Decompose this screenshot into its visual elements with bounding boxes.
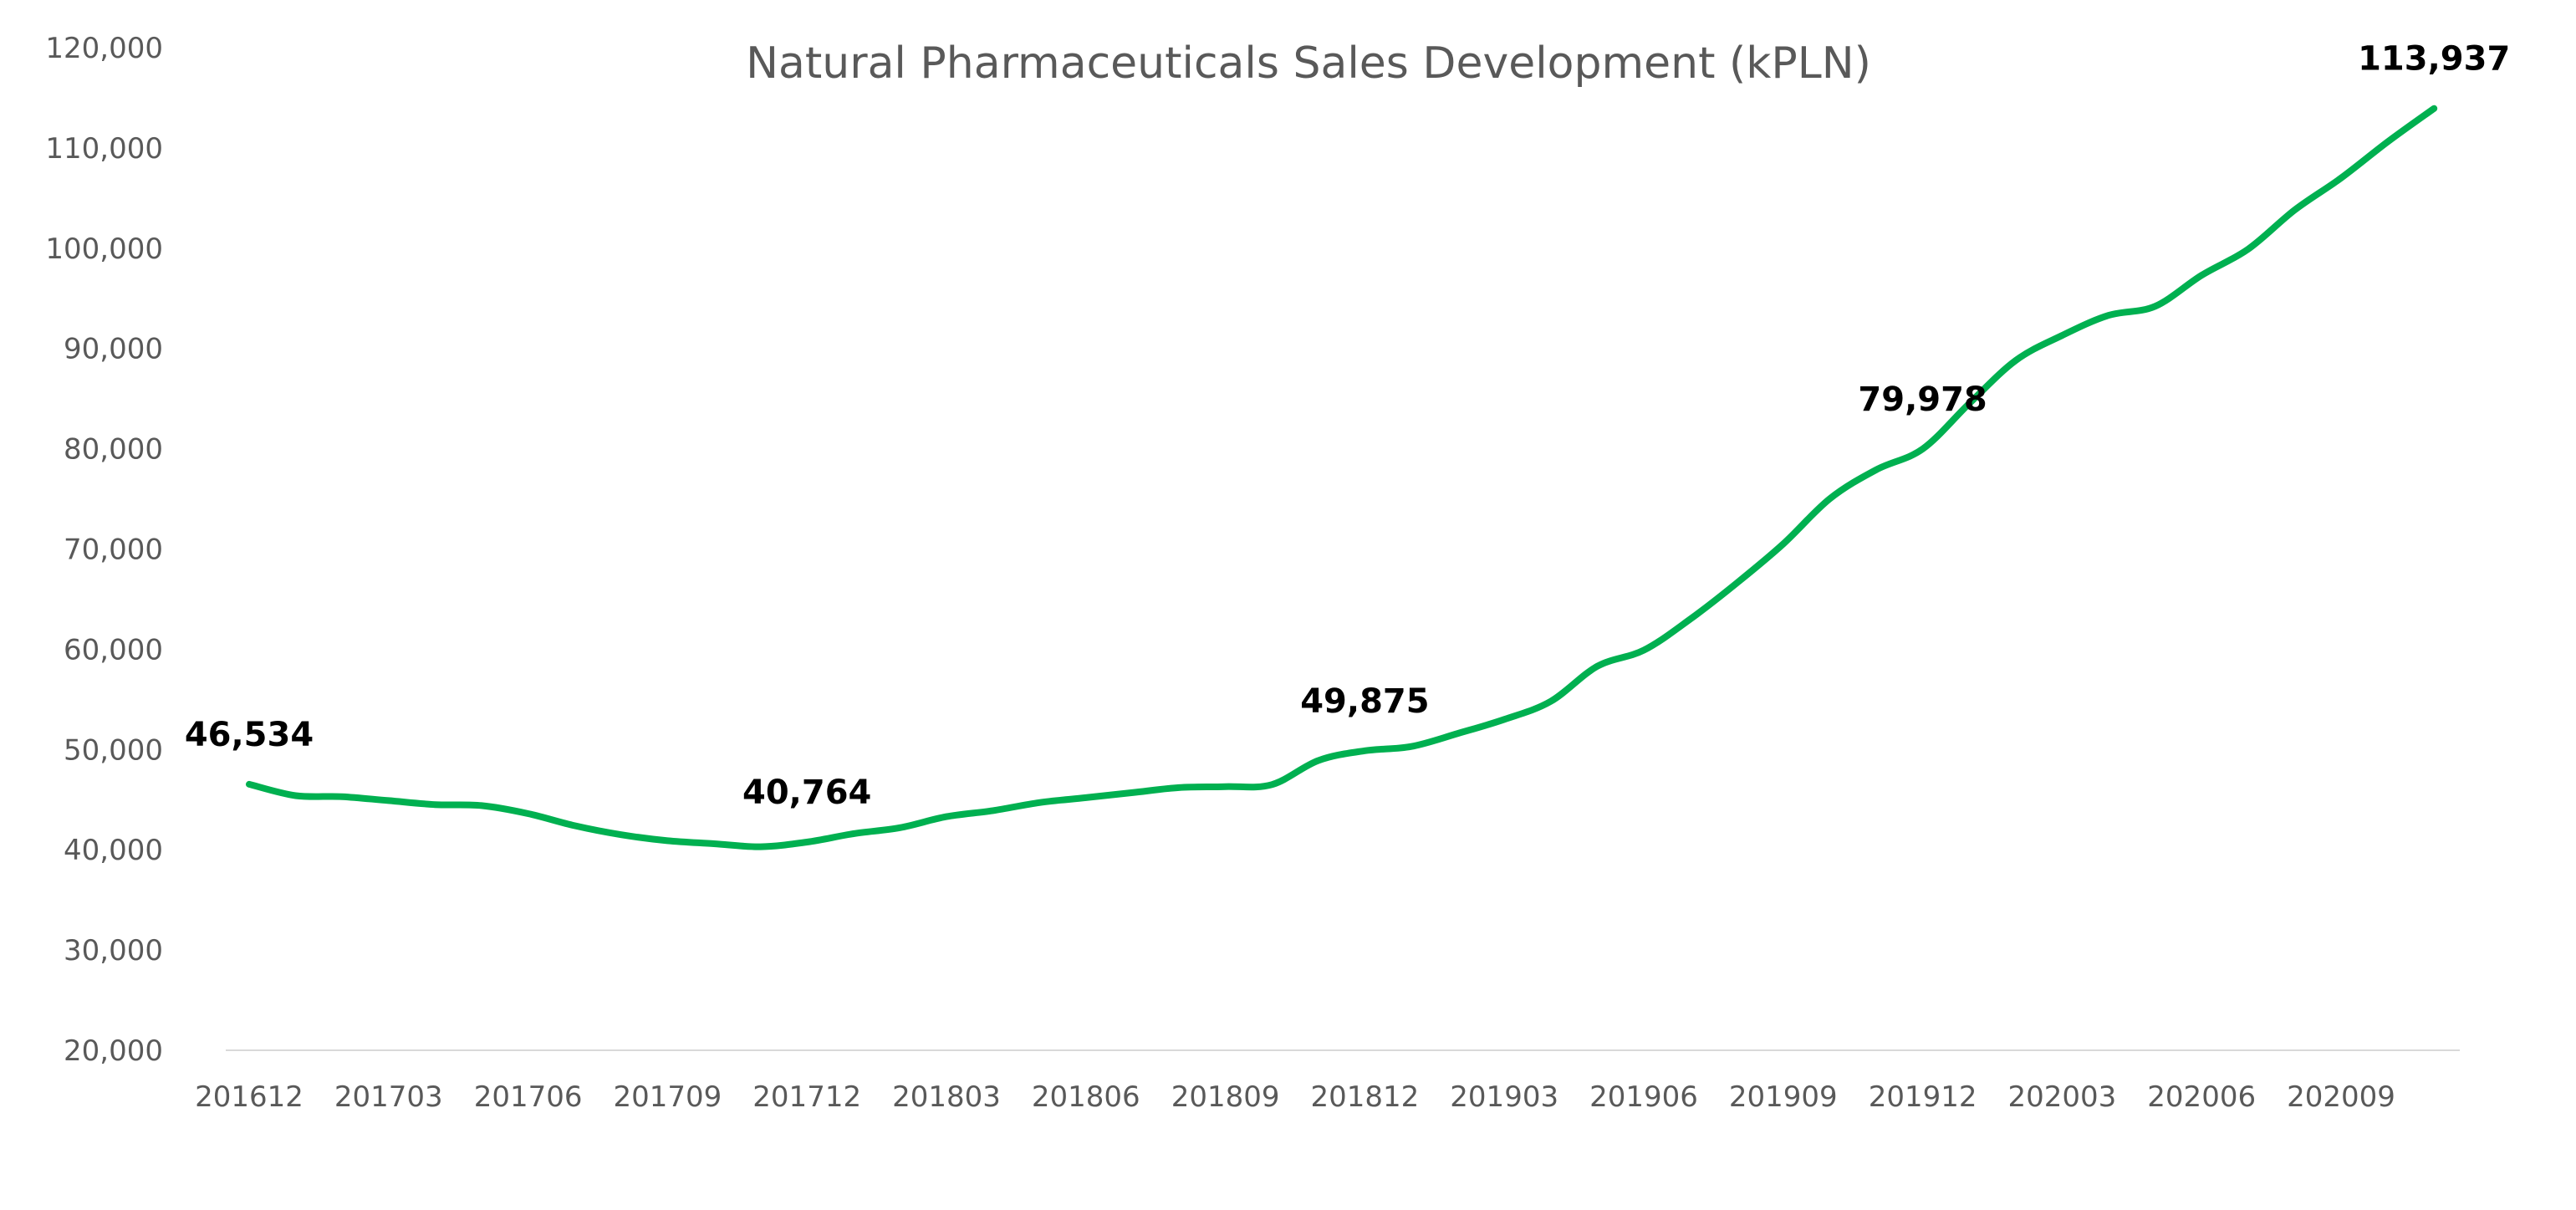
y-tick-label: 20,000	[64, 1034, 163, 1068]
data-point	[1222, 784, 1229, 790]
data-point	[339, 794, 345, 800]
data-point	[1315, 758, 1322, 764]
x-tick-label: 202003	[2008, 1080, 2117, 1114]
data-point	[293, 793, 299, 799]
data-point	[2431, 105, 2437, 112]
x-tick-label: 201812	[1311, 1080, 1420, 1114]
data-point	[1826, 496, 1833, 503]
data-point	[803, 839, 810, 845]
data-point	[1780, 541, 1787, 548]
data-point	[1548, 698, 1554, 705]
y-tick-label: 90,000	[64, 333, 163, 366]
data-points	[246, 105, 2437, 850]
data-point	[478, 802, 485, 809]
x-tick-label: 201703	[334, 1080, 443, 1114]
data-point	[1268, 781, 1275, 788]
x-axis: 201612 201703 201706 201709 201712 201803 2018…	[195, 1080, 2395, 1114]
data-label: 40,764	[742, 773, 871, 812]
x-tick-label: 201806	[1032, 1080, 1140, 1114]
data-point	[1687, 615, 1694, 622]
y-tick-label: 100,000	[45, 232, 163, 266]
x-tick-label: 201706	[474, 1080, 583, 1114]
data-point	[1361, 748, 1368, 754]
data-point	[1594, 663, 1600, 670]
data-point	[2152, 303, 2159, 309]
y-tick-label: 110,000	[45, 132, 163, 166]
data-point	[850, 830, 857, 837]
data-point	[1455, 730, 1461, 737]
data-point	[711, 840, 717, 847]
data-point	[1873, 467, 1880, 473]
data-point	[385, 797, 392, 804]
data-point	[1176, 784, 1182, 791]
data-label: 49,875	[1300, 682, 1429, 721]
data-point	[618, 831, 625, 838]
y-tick-label: 50,000	[64, 733, 163, 767]
data-point	[2058, 332, 2065, 339]
data-point	[2385, 139, 2391, 146]
y-tick-label: 70,000	[64, 534, 163, 567]
x-tick-label: 201712	[752, 1080, 861, 1114]
data-point	[1129, 789, 1135, 796]
data-point	[2338, 175, 2344, 181]
data-point	[2291, 207, 2298, 213]
data-point	[896, 825, 903, 831]
y-axis: 20,000 30,000 40,000 50,000 60,000 70,000 80,0…	[45, 32, 163, 1068]
x-tick-label: 201709	[614, 1080, 722, 1114]
data-label: 113,937	[2358, 40, 2510, 79]
data-point	[1501, 716, 1507, 722]
x-tick-label: 201809	[1171, 1080, 1280, 1114]
x-tick-label: 201903	[1450, 1080, 1558, 1114]
data-point	[2105, 312, 2112, 319]
data-point	[757, 844, 764, 850]
data-point	[1640, 647, 1647, 654]
y-tick-label: 120,000	[45, 32, 163, 65]
data-point	[990, 807, 997, 814]
data-point	[571, 822, 578, 829]
x-tick-label: 201803	[892, 1080, 1001, 1114]
x-tick-label: 201912	[1869, 1080, 1977, 1114]
x-tick-label: 202009	[2287, 1080, 2395, 1114]
x-tick-label: 202006	[2147, 1080, 2256, 1114]
series-line-sales	[246, 105, 2438, 850]
data-point	[1083, 794, 1089, 801]
data-point	[943, 814, 950, 820]
y-tick-label: 30,000	[64, 934, 163, 967]
x-tick-label: 201906	[1589, 1080, 1698, 1114]
data-point	[246, 781, 252, 788]
x-tick-label: 201909	[1729, 1080, 1838, 1114]
y-tick-label: 40,000	[64, 834, 163, 867]
data-point	[664, 837, 671, 844]
data-label: 79,978	[1858, 380, 1987, 419]
x-tick-label: 201612	[195, 1080, 304, 1114]
y-tick-label: 80,000	[64, 433, 163, 467]
data-point	[1920, 446, 1926, 452]
data-point	[2198, 272, 2205, 278]
chart-title: Natural Pharmaceuticals Sales Developmen…	[746, 38, 1871, 89]
data-labels: 46,534 40,764 49,875 79,978 113,937	[185, 40, 2510, 812]
y-tick-label: 60,000	[64, 633, 163, 666]
data-point	[2245, 246, 2252, 253]
data-point	[2012, 357, 2019, 364]
data-point	[431, 801, 438, 808]
data-point	[1733, 579, 1740, 586]
data-point	[1036, 799, 1043, 806]
data-point	[1408, 743, 1415, 750]
data-point	[525, 810, 532, 817]
data-label: 46,534	[185, 716, 314, 754]
